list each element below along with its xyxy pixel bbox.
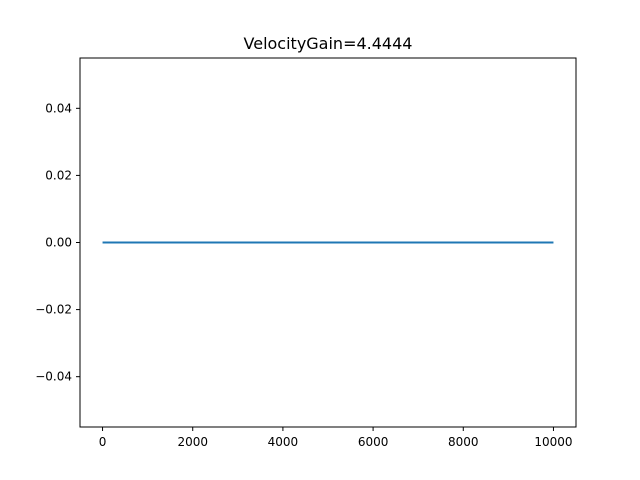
x-tick-label: 10000 <box>534 435 572 449</box>
x-tick-label: 2000 <box>177 435 208 449</box>
x-tick-label: 6000 <box>358 435 389 449</box>
y-tick-label: −0.02 <box>35 303 72 317</box>
y-axis: −0.04 −0.02 0.00 0.02 0.04 <box>35 101 80 384</box>
x-tick-label: 0 <box>99 435 107 449</box>
y-tick-label: −0.04 <box>35 370 72 384</box>
x-axis: 0 2000 4000 6000 8000 10000 <box>99 427 573 449</box>
chart-title: VelocityGain=4.4444 <box>244 34 413 53</box>
x-tick-label: 4000 <box>268 435 299 449</box>
x-tick-label: 8000 <box>448 435 479 449</box>
y-tick-label: 0.00 <box>45 236 72 250</box>
y-tick-label: 0.04 <box>45 101 72 115</box>
y-tick-label: 0.02 <box>45 168 72 182</box>
